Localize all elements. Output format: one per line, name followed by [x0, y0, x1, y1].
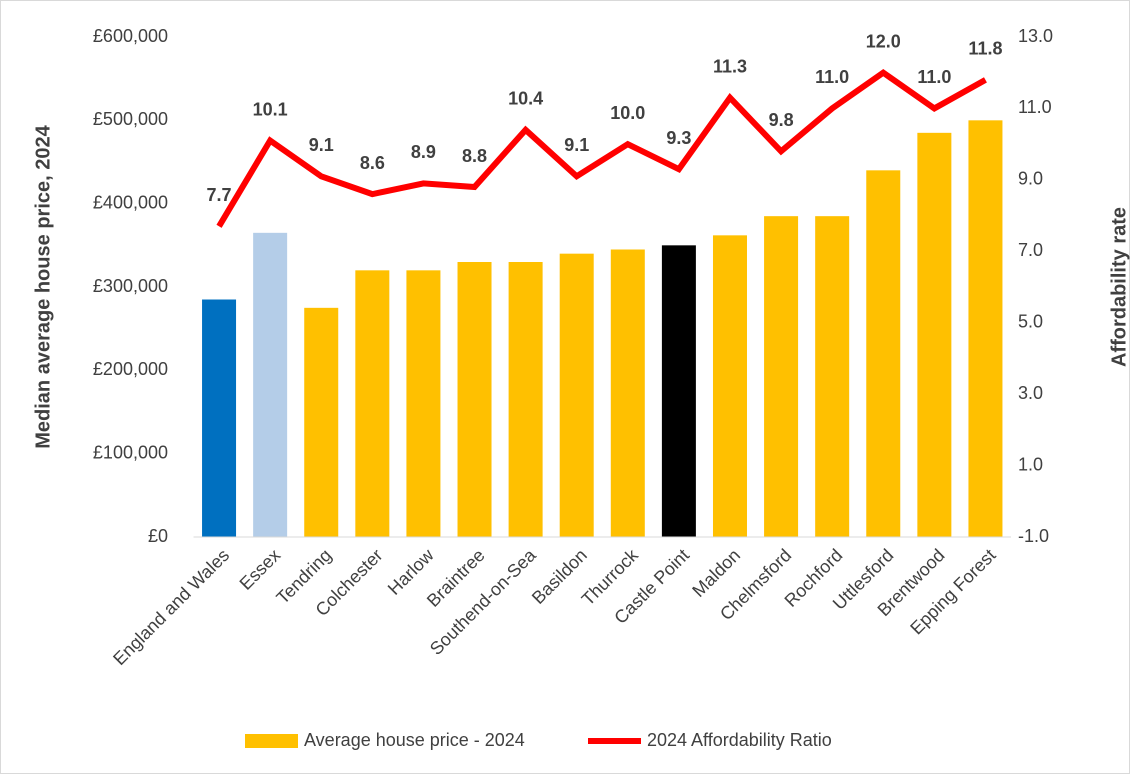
bar: [202, 299, 237, 537]
y-tick-label: £300,000: [93, 276, 168, 296]
y2-tick-label: 13.0: [1018, 26, 1053, 46]
data-label: 11.0: [815, 67, 849, 87]
y2-tick-label: 9.0: [1018, 169, 1043, 189]
data-label: 8.6: [360, 153, 385, 173]
data-label: 11.0: [917, 67, 951, 87]
bar: [457, 262, 492, 537]
y2-tick-label: 3.0: [1018, 383, 1043, 403]
y2-tick-label: 5.0: [1018, 311, 1043, 331]
bar: [559, 253, 594, 537]
legend-label: 2024 Affordability Ratio: [647, 730, 832, 750]
bar: [712, 235, 747, 538]
bar: [866, 170, 901, 538]
data-label: 9.3: [666, 128, 691, 148]
legend-swatch: [245, 734, 298, 748]
y-tick-label: £500,000: [93, 109, 168, 129]
bar: [406, 270, 441, 537]
y2-tick-label: 1.0: [1018, 454, 1043, 474]
data-label: 10.0: [610, 103, 645, 123]
bar: [968, 120, 1003, 537]
y-tick-label: £400,000: [93, 192, 168, 212]
bar: [661, 245, 696, 538]
data-label: 9.8: [769, 110, 794, 130]
bar: [304, 307, 339, 537]
data-label: 7.7: [207, 185, 232, 205]
bar: [764, 216, 799, 537]
bar: [815, 216, 850, 537]
data-label: 10.4: [508, 89, 543, 109]
data-label: 10.1: [253, 99, 288, 119]
y-tick-label: £0: [148, 526, 168, 546]
y-tick-label: £600,000: [93, 26, 168, 46]
data-label: 9.1: [309, 135, 334, 155]
legend-label: Average house price - 2024: [304, 730, 525, 750]
bar: [610, 249, 645, 537]
y-axis-title: Median average house price, 2024: [32, 124, 54, 448]
y2-tick-label: 11.0: [1018, 97, 1052, 117]
y2-tick-label: 7.0: [1018, 240, 1043, 260]
bar: [508, 262, 543, 537]
data-label: 11.8: [968, 39, 1002, 59]
data-label: 11.3: [713, 56, 747, 76]
data-label: 12.0: [866, 31, 901, 51]
y-tick-label: £200,000: [93, 359, 168, 379]
data-label: 8.8: [462, 146, 487, 166]
data-label: 8.9: [411, 142, 436, 162]
bar: [355, 270, 390, 537]
y-tick-label: £100,000: [93, 442, 168, 462]
y2-tick-label: -1.0: [1018, 526, 1049, 546]
y2-axis-title: Affordability rate: [1108, 207, 1130, 367]
line: [216, 69, 987, 228]
bar: [917, 132, 952, 538]
bar: [253, 232, 288, 538]
data-label: 9.1: [564, 135, 589, 155]
